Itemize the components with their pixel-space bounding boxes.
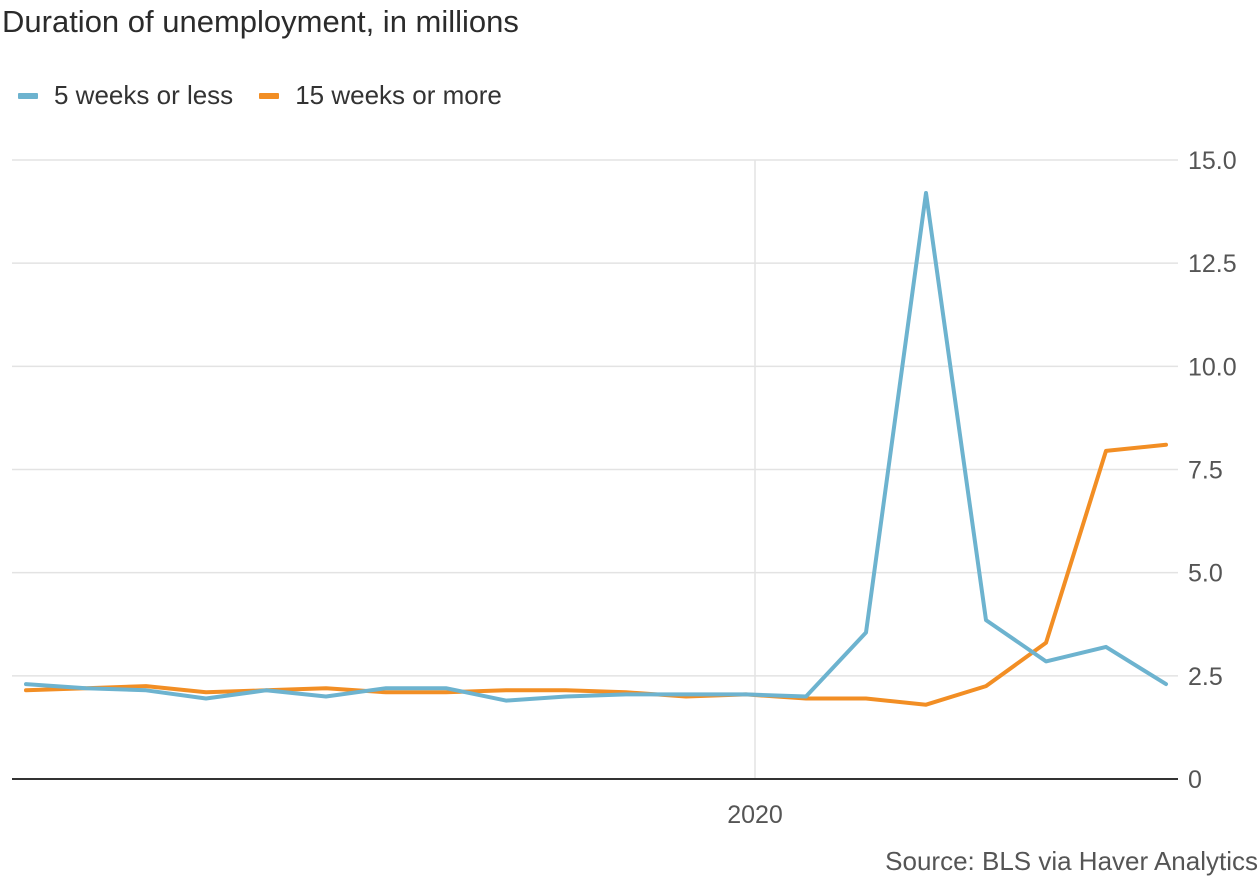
- y-tick-label: 7.5: [1188, 457, 1223, 485]
- legend: 5 weeks or less 15 weeks or more: [18, 80, 528, 111]
- y-tick-label: 15.0: [1188, 147, 1237, 175]
- series-line-1: [24, 191, 1168, 703]
- y-tick-label: 12.5: [1188, 250, 1237, 278]
- legend-label-series-2: 15 weeks or more: [295, 80, 502, 110]
- source-note: Source: BLS via Haver Analytics: [885, 846, 1258, 876]
- y-tick-label: 0: [1188, 766, 1202, 794]
- y-tick-label: 5.0: [1188, 560, 1223, 588]
- x-tick-label: 2020: [727, 801, 783, 829]
- legend-swatch-series-2: [259, 92, 280, 99]
- series-line-2: [24, 442, 1168, 707]
- y-tick-label: 2.5: [1188, 663, 1223, 691]
- legend-label-series-1: 5 weeks or less: [54, 80, 234, 110]
- legend-item-series-2: 15 weeks or more: [259, 80, 502, 111]
- y-tick-label: 10.0: [1188, 353, 1237, 381]
- chart-title: Duration of unemployment, in millions: [2, 4, 519, 39]
- legend-item-series-1: 5 weeks or less: [18, 80, 233, 111]
- legend-swatch-series-1: [18, 92, 38, 99]
